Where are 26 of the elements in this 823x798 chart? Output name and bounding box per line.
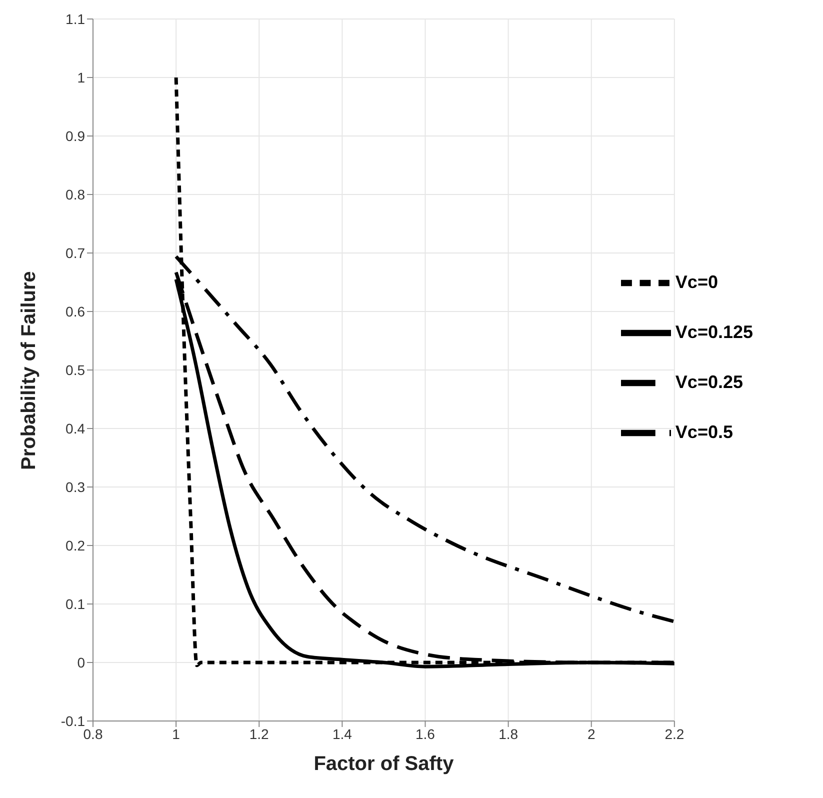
y-tick-label: 1	[77, 69, 86, 86]
legend-label: Vc=0	[675, 272, 718, 292]
y-tick-label: 0.2	[66, 537, 86, 554]
x-axis-title: Factor of Safty	[314, 753, 455, 775]
x-tick-label: 1.8	[498, 726, 518, 742]
y-tick-label: 0	[77, 654, 86, 670]
x-tick-label: 2	[587, 726, 596, 742]
legend-label: Vc=0.5	[675, 422, 733, 442]
y-tick-label: 1.1	[66, 10, 86, 27]
legend-label: Vc=0.25	[675, 372, 743, 392]
y-tick-label: 0.8	[66, 186, 86, 202]
x-tick-label: 2.2	[664, 726, 684, 742]
y-tick-label: 0.3	[66, 478, 86, 495]
x-tick-label: 1	[172, 726, 180, 742]
y-tick-label: 0.5	[66, 362, 86, 378]
y-tick-label: 0.4	[66, 420, 86, 436]
legend-label: Vc=0.125	[675, 322, 753, 342]
y-tick-label: 0.9	[66, 128, 86, 144]
y-tick-label: 0.1	[66, 596, 86, 612]
y-axis-title: Probability of Failure	[18, 271, 40, 470]
x-tick-label: 1.6	[416, 726, 436, 742]
x-tick-label: 1.4	[332, 726, 352, 742]
x-tick-label: 1.2	[249, 726, 270, 742]
y-tick-label: 0.6	[66, 303, 86, 320]
y-tick-label: -0.1	[60, 712, 86, 729]
y-tick-label: 0.7	[66, 244, 86, 261]
